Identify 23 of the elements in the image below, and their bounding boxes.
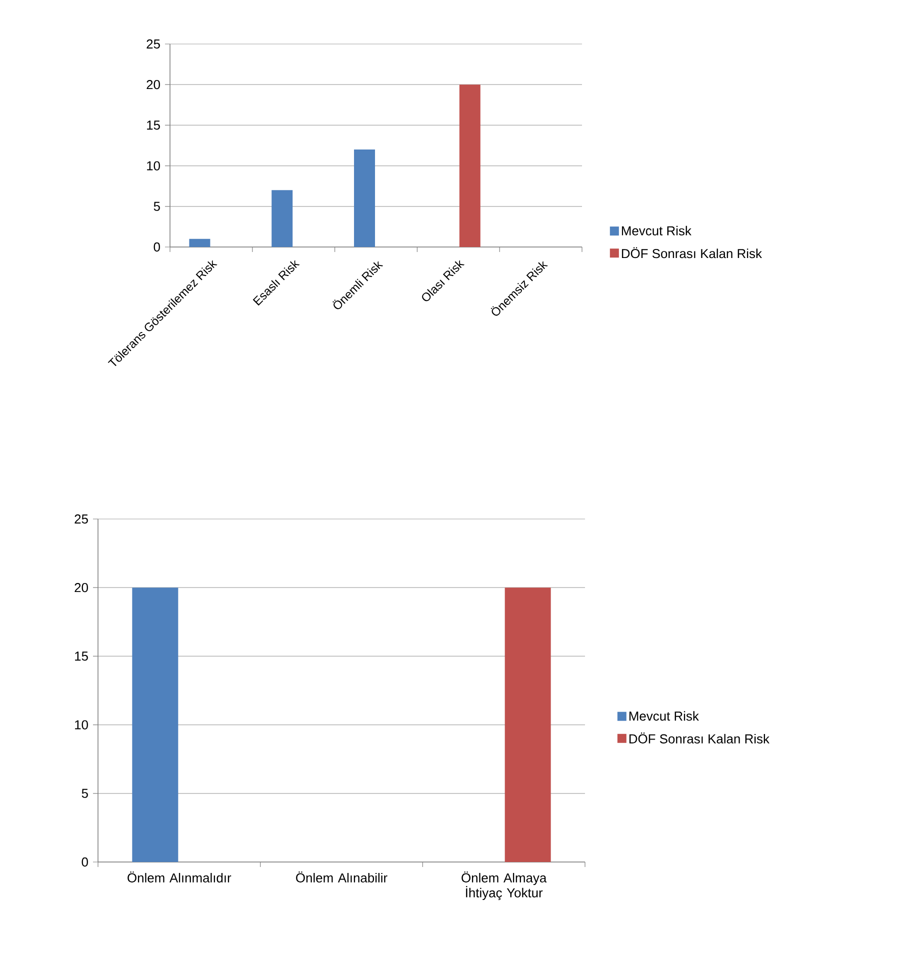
bar <box>189 238 210 247</box>
legend-label: DÖF Sonrası Kalan Risk <box>622 247 762 258</box>
y-tick-label: 5 <box>82 788 88 798</box>
y-tick-label: 5 <box>154 202 160 211</box>
x-tick-label: Önlem Almaya İhtiyaç Yoktur <box>462 872 547 900</box>
y-tick-label: 20 <box>146 80 160 90</box>
legend-label: Mevcut Risk <box>622 226 692 236</box>
legend-label: DÖF Sonrası Kalan Risk <box>629 732 770 744</box>
y-tick-label: 20 <box>74 583 88 592</box>
y-tick-label: 15 <box>75 652 88 661</box>
bar <box>354 150 376 247</box>
x-tick-label: Önlem Alınabilir <box>296 872 388 882</box>
x-tick-label: Önlem Alınmalıdır <box>128 872 232 882</box>
y-tick-label: 10 <box>147 161 160 170</box>
y-tick-label: 25 <box>146 39 160 49</box>
y-tick-label: 0 <box>154 242 160 252</box>
bar <box>272 190 293 247</box>
y-tick-label: 25 <box>74 514 88 524</box>
bar <box>459 84 480 247</box>
legend-label: Mevcut Risk <box>629 711 699 721</box>
y-tick-label: 10 <box>75 720 88 730</box>
y-tick-label: 15 <box>147 120 160 130</box>
y-tick-label: 0 <box>82 857 88 867</box>
